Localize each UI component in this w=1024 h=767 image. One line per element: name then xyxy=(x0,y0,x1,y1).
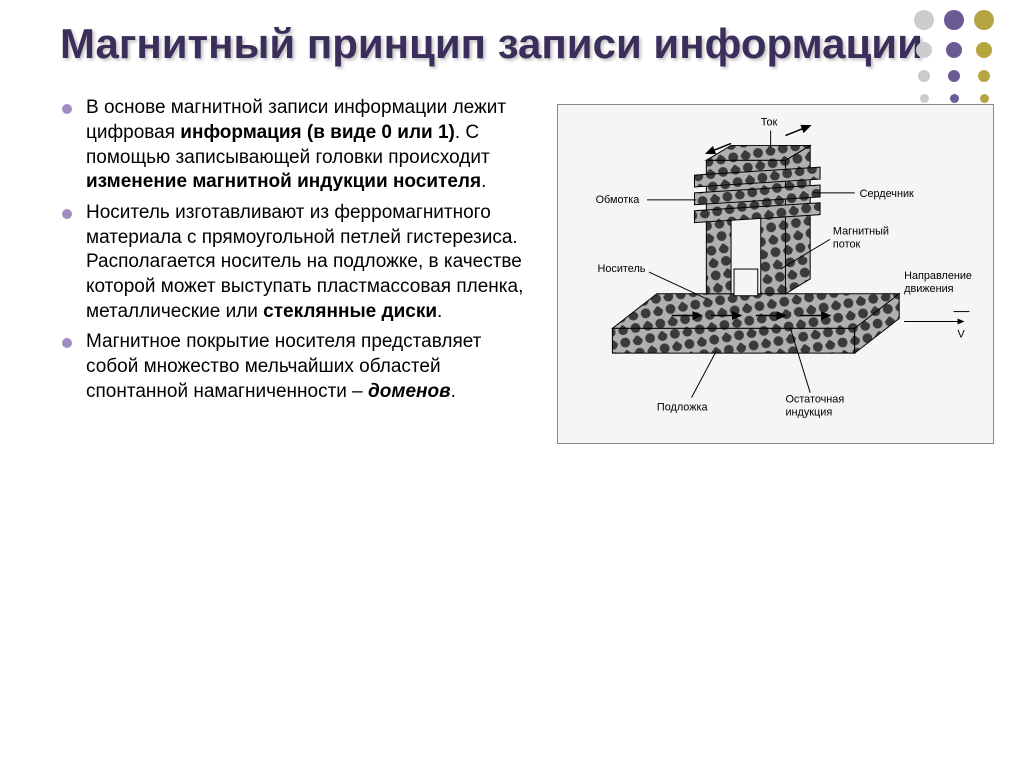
content-row: В основе магнитной записи информации леж… xyxy=(60,96,994,444)
label-nositel: Носитель xyxy=(597,263,645,275)
label-v: V xyxy=(957,329,965,341)
dot-icon xyxy=(980,94,989,103)
dot-icon xyxy=(950,94,959,103)
label-magpotok2: поток xyxy=(833,239,861,251)
label-tok: Ток xyxy=(761,117,778,129)
label-obmotka: Обмотка xyxy=(595,194,640,206)
dot-icon xyxy=(920,94,929,103)
dot-icon xyxy=(974,10,994,30)
dot-icon xyxy=(976,42,992,58)
label-podlozhka: Подложка xyxy=(657,402,709,414)
label-serdechnik: Сердечник xyxy=(859,188,913,200)
text: . xyxy=(437,301,442,322)
bullet-1: В основе магнитной записи информации леж… xyxy=(60,96,537,195)
slide-title: Магнитный принцип записи информации xyxy=(60,20,994,68)
dot-icon xyxy=(916,42,932,58)
slide: Магнитный принцип записи информации В ос… xyxy=(0,0,1024,767)
dot-icon xyxy=(918,70,930,82)
dot-icon xyxy=(978,70,990,82)
dot-icon xyxy=(948,70,960,82)
bullet-3: Магнитное покрытие носителя представляет… xyxy=(60,330,537,404)
label-ost1: Остаточная xyxy=(785,394,844,406)
substrate xyxy=(612,294,899,353)
dot-icon xyxy=(944,10,964,30)
bullet-2: Носитель изготавливают из ферромагнитног… xyxy=(60,201,537,324)
text-bold: информация (в виде 0 или 1) xyxy=(180,122,455,143)
label-magpotok1: Магнитный xyxy=(833,226,889,238)
dot-icon xyxy=(946,42,962,58)
text-bold: стеклянные диски xyxy=(263,301,437,322)
text: . xyxy=(481,171,486,192)
text: . xyxy=(451,381,456,402)
label-napr1: Направление xyxy=(904,270,972,282)
label-napr2: движения xyxy=(904,283,954,295)
label-ost2: индукция xyxy=(785,407,832,419)
bullet-list: В основе магнитной записи информации леж… xyxy=(60,96,537,444)
winding xyxy=(694,167,820,222)
decorative-dots xyxy=(904,0,1024,160)
dot-icon xyxy=(914,10,934,30)
text-bold: изменение магнитной индукции носителя xyxy=(86,171,481,192)
text-bold-italic: доменов xyxy=(368,381,451,402)
